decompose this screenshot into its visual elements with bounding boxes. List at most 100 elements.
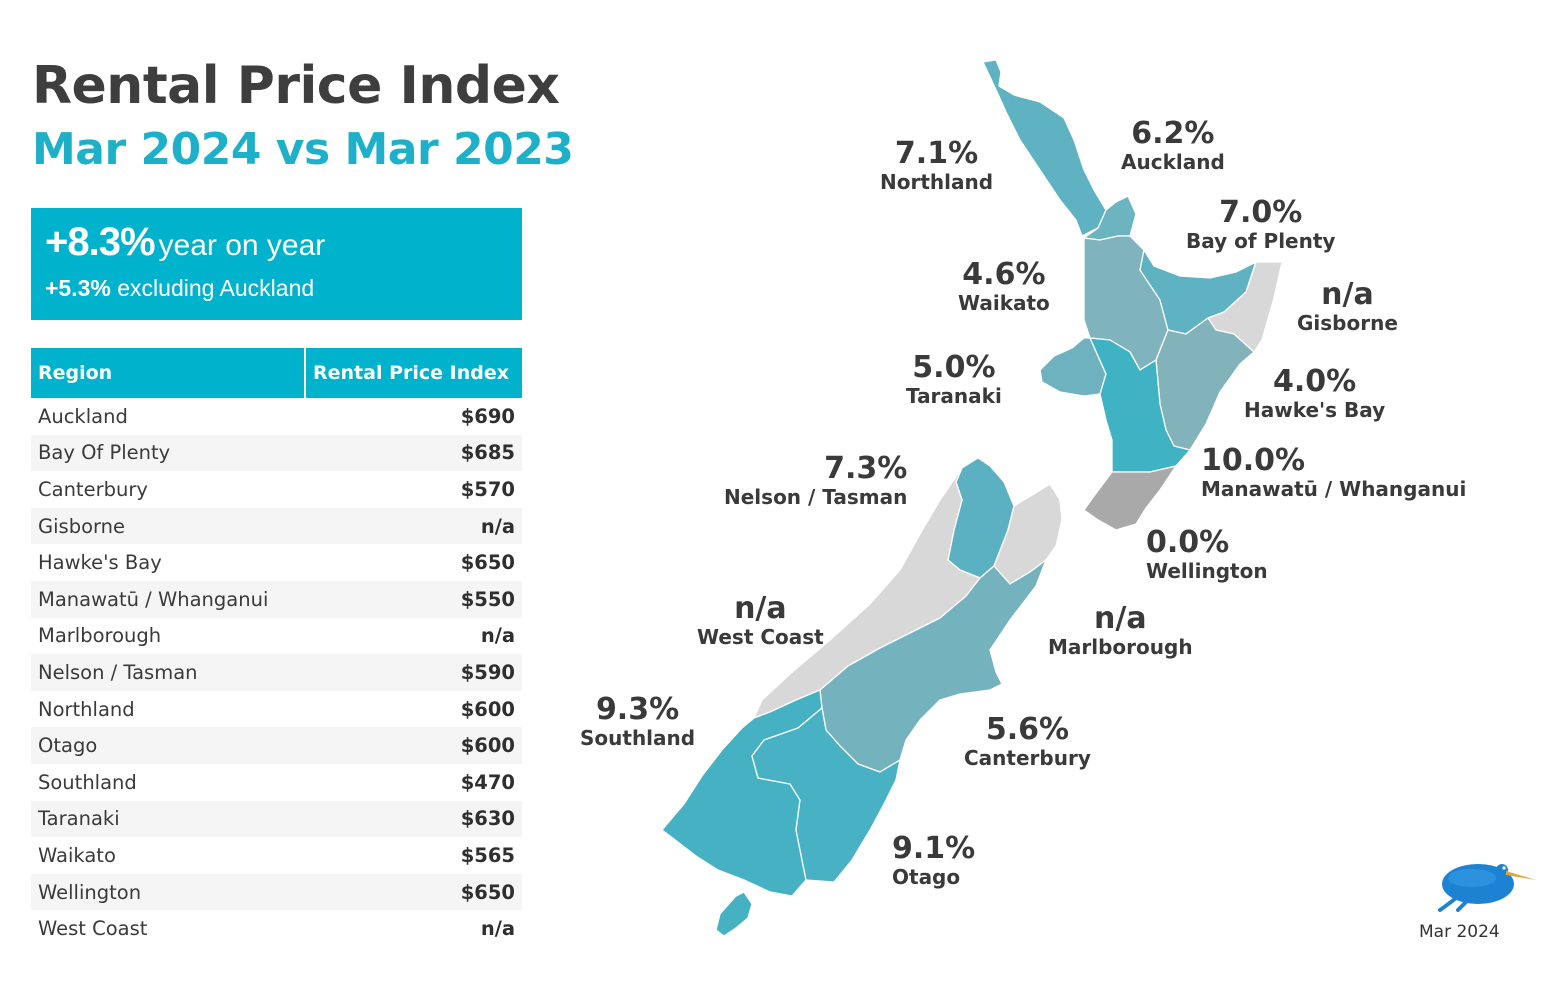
table-row: Otago $600 [31, 727, 522, 764]
region-name-cell: Nelson / Tasman [31, 654, 305, 691]
table-row: West Coast n/a [31, 910, 522, 947]
label-southland-name: Southland [580, 726, 696, 750]
region-name-cell: Auckland [38, 404, 128, 428]
page-title: Rental Price Index [32, 56, 560, 116]
excl-auckland-text: excluding Auckland [117, 275, 315, 301]
rpi-value-cell: $650 [460, 551, 515, 575]
label-bay-of-plenty-name: Bay of Plenty [1186, 229, 1336, 253]
region-name-cell: Manawatū / Whanganui [31, 580, 305, 618]
table-row: Canterbury $570 [31, 471, 522, 508]
region-marlborough[interactable] [993, 483, 1063, 585]
yoy-highlight-box: +8.3% year on year +5.3% excluding Auckla… [31, 208, 522, 320]
label-northland-pct: 7.1% [894, 136, 979, 171]
table-row: Manawatū / Whanganui $550 [31, 580, 522, 618]
label-canterbury: 5.6% Canterbury [964, 714, 1091, 771]
table-row: Gisborne n/a [31, 507, 522, 545]
label-marlborough-pct: n/a [1094, 601, 1147, 636]
rpi-value-cell: $600 [305, 727, 522, 764]
label-otago-name: Otago [892, 865, 961, 889]
label-bay-of-plenty-pct: 7.0% [1219, 195, 1303, 230]
label-otago-pct: 9.1% [892, 831, 976, 866]
yoy-value: +8.3% [45, 220, 156, 264]
region-name-cell: West Coast [38, 917, 148, 941]
label-canterbury-name: Canterbury [964, 746, 1091, 770]
yoy-text: year on year [158, 229, 326, 262]
label-auckland-pct: 6.2% [1131, 116, 1215, 151]
region-northland[interactable] [982, 59, 1107, 237]
table-row: Bay Of Plenty $685 [31, 434, 522, 472]
rpi-value-cell: $550 [305, 580, 522, 618]
label-taranaki-pct: 5.0% [912, 350, 996, 385]
label-west-coast: n/a West Coast [697, 591, 824, 650]
page-subtitle: Mar 2024 vs Mar 2023 [32, 124, 574, 175]
table-row: Nelson / Tasman $590 [31, 654, 522, 691]
region-stewart-island [715, 891, 753, 937]
label-nelson-tasman: 7.3% Nelson / Tasman [724, 451, 908, 510]
label-auckland-name: Auckland [1121, 150, 1225, 174]
label-marlborough: n/a Marlborough [1048, 601, 1193, 660]
label-marlborough-name: Marlborough [1048, 635, 1193, 659]
region-manawatu-whanganui[interactable] [1089, 337, 1191, 473]
label-southland: 9.3% Southland [580, 692, 696, 751]
region-name-cell: Bay Of Plenty [31, 434, 305, 472]
label-manawatu-whanganui: 10.0% Manawatū / Whanganui [1201, 443, 1467, 502]
region-name-cell: Northland [38, 697, 135, 721]
label-manawatu-whanganui-pct: 10.0% [1201, 443, 1306, 478]
region-wellington[interactable] [1083, 465, 1177, 531]
label-northland: 7.1% Northland [880, 136, 994, 195]
region-name-cell: Hawke's Bay [38, 551, 162, 575]
rpi-value-cell: $470 [460, 770, 515, 794]
col-header-region: Region [31, 348, 306, 398]
label-gisborne: n/a Gisborne [1297, 277, 1398, 336]
region-name-cell: Gisborne [31, 507, 305, 545]
label-waikato-name: Waikato [958, 291, 1050, 315]
label-wellington-pct: 0.0% [1146, 525, 1230, 560]
table-row: Taranaki $630 [31, 800, 522, 838]
label-otago: 9.1% Otago [892, 831, 976, 890]
rpi-value-cell: $650 [305, 873, 522, 911]
rental-price-table: Region Rental Price Index Auckland $690 Ba… [31, 348, 522, 947]
label-gisborne-pct: n/a [1321, 277, 1374, 312]
region-name-cell: Marlborough [38, 624, 162, 648]
region-name-cell: Wellington [31, 873, 305, 911]
rpi-value-cell: n/a [480, 624, 515, 648]
table-row: Hawke's Bay $650 [31, 544, 522, 581]
region-otago[interactable] [751, 707, 901, 883]
label-northland-name: Northland [880, 170, 994, 194]
label-auckland: 6.2% Auckland [1121, 116, 1225, 175]
label-waikato-pct: 4.6% [962, 257, 1046, 292]
table-row: Southland $470 [31, 764, 522, 801]
label-manawatu-whanganui-name: Manawatū / Whanganui [1201, 477, 1467, 501]
col-header-rpi: Rental Price Index [305, 348, 522, 398]
table-header-row: Region Rental Price Index [31, 348, 522, 398]
excl-auckland-value: +5.3% [45, 275, 111, 301]
rpi-value-cell: $570 [460, 477, 515, 501]
table-row: Northland $600 [31, 691, 522, 728]
region-name-cell: Taranaki [31, 800, 305, 838]
rpi-value-cell: $685 [305, 434, 522, 472]
label-waikato: 4.6% Waikato [958, 257, 1050, 316]
rpi-value-cell: n/a [480, 917, 515, 941]
label-taranaki: 5.0% Taranaki [906, 350, 1002, 409]
region-name-cell: Otago [31, 727, 305, 764]
label-hawkes-bay-pct: 4.0% [1273, 364, 1357, 399]
region-name-cell: Canterbury [38, 477, 148, 501]
label-nelson-tasman-name: Nelson / Tasman [724, 485, 908, 509]
label-southland-pct: 9.3% [595, 692, 680, 727]
label-hawkes-bay-name: Hawke's Bay [1244, 398, 1386, 422]
label-gisborne-name: Gisborne [1297, 311, 1398, 335]
label-taranaki-name: Taranaki [906, 384, 1002, 408]
rpi-value-cell: n/a [305, 507, 522, 545]
rpi-value-cell: $565 [460, 843, 515, 867]
rpi-value-cell: $630 [305, 800, 522, 838]
label-nelson-tasman-pct: 7.3% [824, 451, 908, 486]
region-canterbury[interactable] [819, 559, 1047, 773]
region-name-cell: Southland [38, 770, 137, 794]
table-row: Wellington $650 [31, 873, 522, 911]
label-wellington-name: Wellington [1146, 559, 1268, 583]
region-name-cell: Waikato [38, 843, 116, 867]
label-hawkes-bay: 4.0% Hawke's Bay [1244, 364, 1386, 423]
label-west-coast-pct: n/a [734, 591, 787, 626]
table-row: Waikato $565 [31, 837, 522, 874]
